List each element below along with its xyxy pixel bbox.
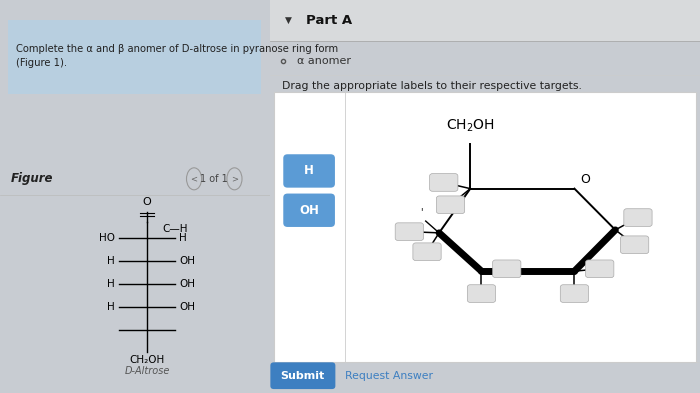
FancyBboxPatch shape	[430, 174, 458, 191]
Text: Drag the appropriate labels to their respective targets.: Drag the appropriate labels to their res…	[282, 81, 582, 91]
FancyBboxPatch shape	[413, 243, 441, 261]
FancyBboxPatch shape	[620, 236, 649, 253]
FancyBboxPatch shape	[395, 223, 423, 241]
Text: C—H: C—H	[162, 224, 188, 234]
Text: H: H	[107, 302, 115, 312]
FancyBboxPatch shape	[436, 196, 465, 214]
FancyBboxPatch shape	[468, 285, 496, 303]
Text: ': '	[420, 207, 422, 217]
FancyBboxPatch shape	[493, 260, 521, 277]
Text: O: O	[580, 173, 590, 185]
FancyBboxPatch shape	[586, 260, 614, 277]
FancyBboxPatch shape	[560, 285, 589, 303]
Text: O: O	[143, 197, 151, 208]
Text: >: >	[231, 174, 238, 183]
Text: Submit: Submit	[281, 371, 325, 381]
Text: CH₂OH: CH₂OH	[130, 355, 164, 365]
Text: Figure: Figure	[10, 172, 53, 185]
Text: CH$_2$OH: CH$_2$OH	[446, 118, 495, 134]
Text: Request Answer: Request Answer	[345, 371, 433, 381]
Text: H: H	[304, 164, 314, 178]
FancyBboxPatch shape	[284, 193, 335, 227]
Text: 1 of 1: 1 of 1	[200, 174, 228, 184]
Text: Part A: Part A	[306, 14, 352, 28]
Text: D-Altrose: D-Altrose	[125, 366, 169, 376]
Text: OH: OH	[179, 302, 195, 312]
FancyBboxPatch shape	[8, 20, 261, 94]
Text: H: H	[107, 279, 115, 289]
Text: Complete the α and β anomer of D-altrose in pyranose ring form
(Figure 1).: Complete the α and β anomer of D-altrose…	[16, 44, 338, 68]
Text: <: <	[190, 174, 197, 183]
FancyBboxPatch shape	[624, 209, 652, 226]
FancyBboxPatch shape	[270, 362, 335, 389]
Text: HO: HO	[99, 233, 115, 244]
Text: OH: OH	[179, 279, 195, 289]
FancyBboxPatch shape	[274, 92, 696, 362]
FancyBboxPatch shape	[270, 0, 700, 41]
Text: H: H	[179, 233, 187, 244]
FancyBboxPatch shape	[284, 154, 335, 188]
Text: OH: OH	[179, 257, 195, 266]
Text: H: H	[107, 257, 115, 266]
Text: ▼: ▼	[285, 17, 291, 25]
Text: α anomer: α anomer	[298, 56, 351, 66]
Text: OH: OH	[299, 204, 319, 217]
